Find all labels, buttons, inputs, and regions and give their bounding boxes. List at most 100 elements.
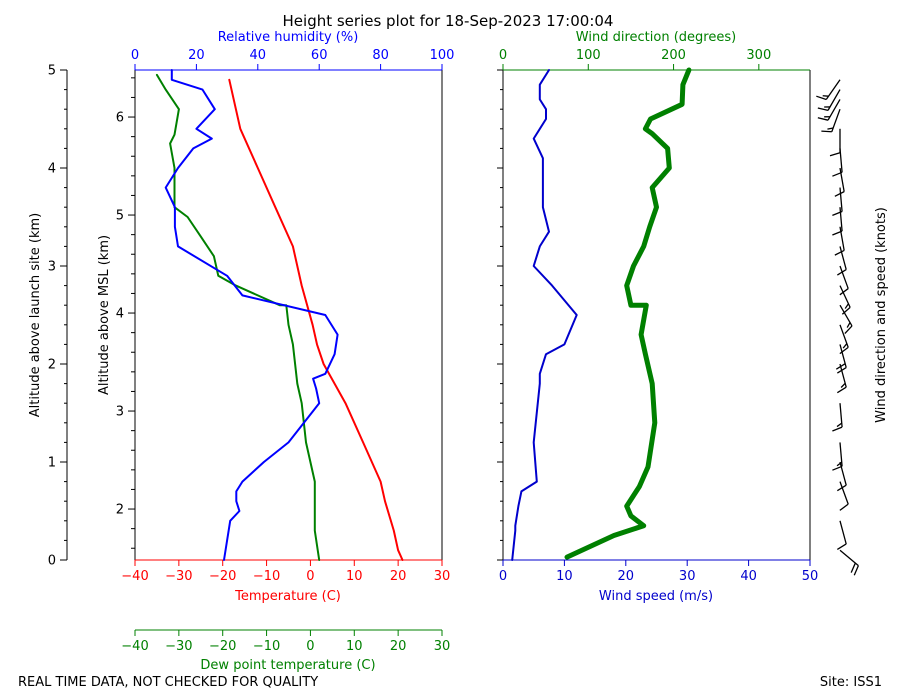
temperature-tick-label: −20 [209, 569, 236, 584]
wind-direction-tick-label: 300 [746, 48, 771, 63]
altitude-launch-tick-label: 3 [48, 260, 56, 275]
temperature-tick-label: 10 [346, 569, 363, 584]
wind-barb [816, 79, 841, 101]
wind-barb-half-flag [844, 303, 849, 309]
wind-barb [839, 304, 853, 335]
altitude-msl-tick-label: 2 [116, 503, 124, 518]
wind-barb-shaft [839, 246, 847, 270]
wind-barb [839, 549, 859, 576]
site-label: Site: ISS1 [820, 675, 882, 690]
wind-barb-shaft [839, 226, 845, 251]
wind-barb [835, 344, 847, 374]
wind-barb-full-flag [832, 230, 843, 236]
wind-barb [832, 207, 843, 236]
wind-barb-half-flag [836, 422, 843, 428]
humidity-tick-label: 40 [250, 48, 267, 63]
wind-barb [821, 108, 841, 133]
wind-barb [829, 128, 841, 157]
temperature-tick-label: −40 [121, 569, 148, 584]
temperature-line [228, 78, 404, 561]
wind-barb [839, 324, 849, 355]
humidity-tick-label: 20 [188, 48, 205, 63]
dewpoint-axis-label: Dew point temperature (C) [200, 658, 375, 673]
wind-barb-full-flag [834, 191, 845, 197]
wind-direction-axis-label: Wind direction (degrees) [576, 30, 736, 45]
dewpoint-tick-label: 20 [390, 639, 407, 654]
wind-barb-full-flag [836, 543, 847, 551]
wind-barb-full-flag [832, 426, 843, 432]
wind-barb [836, 520, 847, 551]
wind-speed-tick-label: 10 [556, 569, 573, 584]
altitude-launch-tick-label: 1 [48, 456, 56, 471]
wind-barb-full-flag [839, 503, 849, 511]
wind-speed-axis-label: Wind speed (m/s) [599, 589, 713, 604]
wind-barb-shaft [825, 79, 841, 100]
wind-direction-line [564, 67, 692, 560]
dewpoint-tick-label: −30 [165, 639, 192, 654]
wind-barb [836, 246, 847, 276]
wind-barb-shaft [839, 481, 849, 505]
humidity-tick-label: 80 [372, 48, 389, 63]
wind-barb-half-flag [840, 382, 846, 388]
wind-barb-half-flag [836, 461, 843, 467]
wind-barb-full-flag [844, 325, 853, 335]
wind-barb-full-flag [836, 484, 847, 492]
wind-barb-full-flag [835, 363, 846, 370]
wind-barb-full-flag [836, 386, 847, 394]
wind-barb [836, 363, 847, 394]
temperature-tick-label: −10 [253, 569, 280, 584]
wind-speed-tick-label: 30 [679, 569, 696, 584]
wind-barb-full-flag [853, 565, 859, 576]
temperature-axis-label: Temperature (C) [234, 589, 341, 604]
wind-speed-tick-label: 0 [499, 569, 507, 584]
wind-barb [832, 403, 843, 432]
wind-speed-line [511, 69, 578, 561]
wind-speed-tick-label: 40 [740, 569, 757, 584]
altitude-msl-tick-label: 6 [116, 111, 124, 126]
wind-barb-shaft [839, 265, 849, 289]
wind-barb-full-flag [821, 130, 832, 133]
wind-barb [839, 285, 851, 315]
wind-barb-full-flag [832, 210, 843, 216]
wind-barb [839, 481, 849, 511]
wind-barb-half-flag [827, 127, 834, 130]
wind-barb [817, 89, 841, 112]
wind-barb [832, 442, 843, 471]
wind-speed-tick-label: 20 [618, 569, 635, 584]
wind-barb [834, 167, 845, 197]
altitude-msl-tick-label: 3 [116, 405, 124, 420]
wind-barb-full-flag [816, 95, 827, 101]
wind-direction-tick-label: 0 [499, 48, 507, 63]
wind-barb-shaft [839, 461, 847, 486]
wind-barb-full-flag [839, 346, 849, 355]
wind-barb-full-flag [836, 367, 847, 374]
altitude-msl-tick-label: 5 [116, 209, 124, 224]
dewpoint-tick-label: −20 [209, 639, 236, 654]
altitude-launch-tick-label: 4 [48, 162, 56, 177]
temperature-tick-label: −30 [165, 569, 192, 584]
dewpoint-tick-label: −10 [253, 639, 280, 654]
altitude-msl-tick-label: 4 [116, 307, 124, 322]
wind-barb-shaft [839, 520, 847, 545]
wind-barb-half-flag [842, 343, 848, 349]
wind-barb-full-flag [836, 269, 847, 276]
wind-barb-shaft [839, 207, 843, 232]
chart-title: Height series plot for 18-Sep-2023 17:00… [283, 12, 614, 30]
humidity-tick-label: 100 [430, 48, 455, 63]
wind-barb [832, 187, 843, 216]
wind-barb [817, 99, 841, 121]
altitude-launch-tick-label: 2 [48, 358, 56, 373]
temperature-tick-label: 20 [390, 569, 407, 584]
wind-barb-full-flag [841, 306, 851, 315]
wind-barb-full-flag [817, 117, 829, 121]
wind-barb [834, 226, 845, 256]
data-quality-note: REAL TIME DATA, NOT CHECKED FOR QUALITY [18, 675, 318, 690]
humidity-tick-label: 0 [131, 48, 139, 63]
wind-barb-full-flag [850, 562, 856, 573]
dewpoint-tick-label: 0 [306, 639, 314, 654]
wind-barb [839, 265, 849, 296]
wind-barb [836, 461, 847, 492]
dewpoint-tick-label: 10 [346, 639, 363, 654]
wind-barb-full-flag [832, 465, 843, 471]
